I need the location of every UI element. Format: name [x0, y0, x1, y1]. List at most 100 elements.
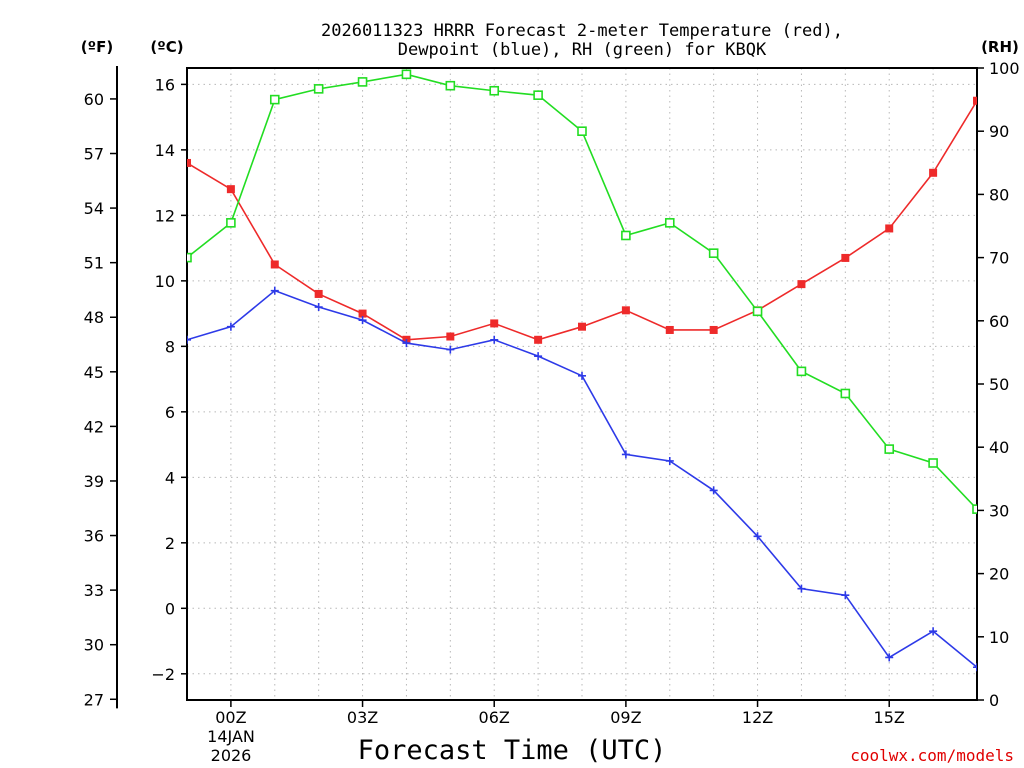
dewpoint-point [665, 456, 674, 465]
temperature-point [621, 306, 630, 315]
dewpoint-point [490, 335, 499, 344]
dewpoint-point [187, 335, 191, 344]
series-clip-group [187, 69, 977, 672]
rh-tick-label: 80 [989, 185, 1009, 204]
fahrenheit-tick-label: 51 [84, 254, 104, 273]
fahrenheit-tick-label: 48 [84, 308, 104, 327]
fahrenheit-tick-label: 27 [84, 690, 104, 709]
temperature-series [187, 96, 977, 344]
temperature-point [885, 224, 894, 233]
tick-labels: 27 30 33 36 39 42 45 48 51 54 57 60 −2 0 2 4 6 8 10 12 14 16 0… [84, 59, 1020, 727]
rh-point [357, 77, 368, 87]
temperature-point [534, 335, 543, 344]
celsius-tick-label: −2 [151, 665, 175, 684]
rh-tick-label: 60 [989, 312, 1009, 331]
rh-point [226, 218, 236, 228]
x-axis-title: Forecast Time (UTC) [358, 735, 667, 766]
dewpoint-point [534, 352, 543, 361]
rh-unit-label: (RH) [981, 38, 1019, 56]
temperature-point [797, 280, 806, 289]
x-tick-label: 15Z [874, 708, 905, 727]
temperature-point [358, 309, 367, 318]
x-tick-label: 12Z [742, 708, 773, 727]
dewpoint-point [402, 339, 411, 348]
dewpoint-point [270, 286, 279, 295]
rh-tick-label: 70 [989, 249, 1009, 268]
temperature-point [929, 168, 938, 177]
dewpoint-point [797, 584, 806, 593]
temperature-point [446, 332, 455, 341]
dewpoint-point [973, 663, 977, 672]
fahrenheit-tick-label: 45 [84, 363, 104, 382]
dewpoint-point [753, 532, 762, 541]
fahrenheit-tick-label: 36 [84, 527, 104, 546]
rh-series [187, 69, 977, 514]
celsius-tick-label: 8 [165, 337, 175, 356]
credit-link[interactable]: coolwx.com/models [850, 746, 1014, 765]
dewpoint-point [929, 627, 938, 636]
rh-tick-label: 90 [989, 122, 1009, 141]
x-tick-label: 00Z [215, 708, 246, 727]
rh-point [928, 458, 938, 468]
fahrenheit-unit-label: (ºF) [81, 38, 113, 56]
rh-point [187, 252, 192, 263]
temperature-line [187, 100, 977, 341]
dewpoint-series [187, 286, 977, 672]
dewpoint-point [314, 303, 323, 312]
rh-tick-label: 0 [989, 691, 999, 710]
rh-tick-label: 100 [989, 59, 1020, 78]
celsius-tick-label: 14 [155, 141, 175, 160]
temperature-point [709, 325, 718, 334]
rh-point [445, 80, 456, 91]
fahrenheit-tick-label: 54 [84, 199, 104, 218]
temperature-point [841, 253, 850, 262]
dewpoint-line [187, 289, 977, 668]
grid-lines [187, 68, 977, 700]
dewpoint-point [841, 591, 850, 600]
celsius-tick-label: 0 [165, 599, 175, 618]
temperature-point [187, 158, 191, 167]
celsius-tick-label: 6 [165, 403, 175, 422]
rh-tick-label: 50 [989, 375, 1009, 394]
celsius-tick-label: 10 [155, 272, 175, 291]
x-tick-label: 03Z [347, 708, 378, 727]
chart-title-line-1: 2026011323 HRRR Forecast 2-meter Tempera… [321, 21, 843, 41]
temperature-point [665, 325, 674, 334]
rh-point [269, 94, 280, 105]
rh-point [313, 84, 324, 94]
celsius-unit-label: (ºC) [150, 38, 183, 56]
rh-point [752, 306, 763, 317]
dewpoint-point [709, 486, 718, 495]
rh-tick-label: 10 [989, 628, 1009, 647]
fahrenheit-tick-label: 30 [84, 636, 104, 655]
temperature-point [270, 260, 279, 269]
dewpoint-point [446, 345, 455, 354]
temperature-point [490, 319, 499, 328]
x-tick-label: 09Z [610, 708, 641, 727]
celsius-tick-label: 12 [155, 206, 175, 225]
temperature-point [578, 322, 586, 331]
axes [110, 66, 984, 709]
rh-point [708, 248, 719, 258]
rh-point [533, 90, 543, 100]
dewpoint-point [578, 371, 586, 380]
dewpoint-point [621, 450, 630, 459]
rh-point [401, 69, 412, 80]
date-label-day: 14JAN [207, 727, 255, 746]
dewpoint-point [358, 316, 367, 325]
dewpoint-point [885, 653, 894, 662]
rh-point [621, 230, 631, 241]
data-series [187, 69, 977, 672]
x-tick-label: 06Z [479, 708, 510, 727]
rh-point [840, 388, 851, 399]
rh-point [489, 85, 500, 96]
chart-title-line-2: Dewpoint (blue), RH (green) for KBQK [398, 40, 767, 60]
date-label-year: 2026 [211, 746, 252, 765]
celsius-tick-label: 16 [155, 75, 175, 94]
fahrenheit-tick-label: 57 [84, 145, 104, 164]
rh-tick-label: 30 [989, 501, 1009, 520]
fahrenheit-tick-label: 42 [84, 417, 104, 436]
fahrenheit-tick-label: 60 [84, 90, 104, 109]
rh-point [796, 366, 807, 377]
